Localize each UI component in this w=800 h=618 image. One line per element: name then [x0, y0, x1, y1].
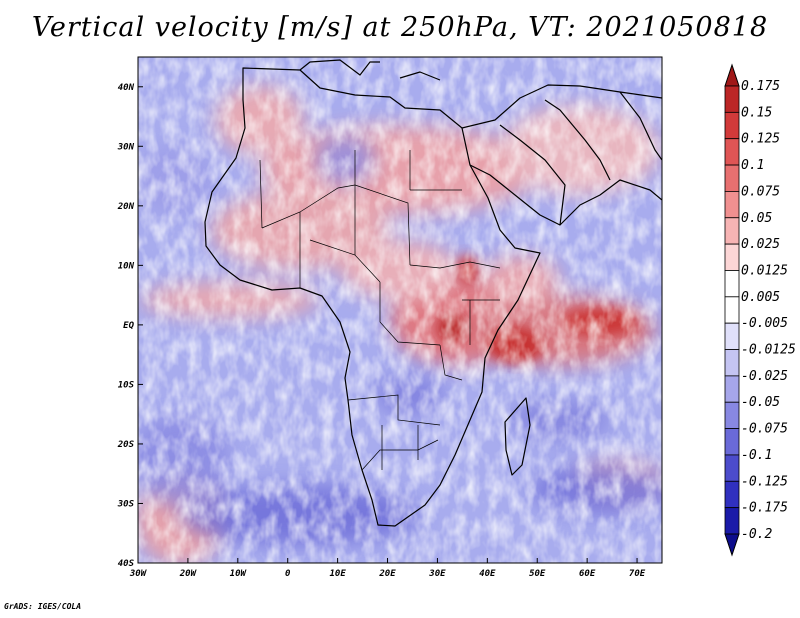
x-axis: 30W 20W 10W 0 10E 20E 30E 40E 50E 60E 70E [129, 558, 646, 579]
colorbar-label: -0.005 [741, 316, 788, 331]
y-axis: 40N 30N 20N 10N EQ 10S 20S 30S 40S [117, 83, 143, 569]
colorbar-label: 0.025 [741, 237, 780, 252]
colorbar-label: -0.0125 [741, 343, 796, 358]
colorbar-bottom-arrow [724, 533, 740, 557]
x-tick-label: 50E [529, 569, 546, 579]
x-tick-label: 30W [129, 569, 148, 579]
colorbar-swatch [724, 164, 740, 192]
colorbar-label: 0.175 [741, 79, 780, 94]
colorbar-label: -0.1 [741, 448, 772, 463]
colorbar-swatch [724, 296, 740, 324]
colorbar-swatch [724, 191, 740, 219]
colorbar-swatch [724, 85, 740, 113]
x-tick-label: 20E [378, 569, 396, 579]
x-tick-label: 70E [629, 569, 646, 579]
vertical-velocity-field [138, 57, 662, 563]
y-tick-label: 30N [117, 142, 135, 152]
x-tick-label: 60E [579, 569, 596, 579]
colorbar-label: -0.175 [741, 501, 788, 516]
colorbar-label: 0.1 [741, 158, 764, 173]
colorbar-label: 0.0125 [741, 263, 788, 278]
y-tick-label: EQ [123, 321, 134, 331]
colorbar-label: -0.05 [741, 395, 780, 410]
colorbar-label: 0.05 [741, 211, 772, 226]
colorbar-swatch [724, 375, 740, 403]
colorbar-label: -0.125 [741, 474, 788, 489]
colorbar-swatch [724, 507, 740, 535]
country-borders [259, 150, 501, 471]
colorbar-swatch [724, 480, 740, 509]
colorbar-swatch [724, 270, 740, 298]
colorbar-swatch [724, 428, 740, 456]
y-tick-label: 30S [117, 499, 135, 509]
colorbar-swatch [724, 138, 740, 166]
map-frame [137, 56, 663, 564]
colorbar-top-arrow [724, 63, 740, 87]
colorbar-label: -0.2 [741, 527, 772, 542]
x-tick-label: 40E [479, 569, 496, 579]
grads-credit: GrADS: IGES/COLA [4, 602, 82, 611]
colorbar-label: -0.025 [741, 369, 788, 384]
colorbar-swatch [724, 349, 740, 377]
x-tick-label: 0 [285, 569, 291, 579]
map-title: Vertical velocity [m/s] at 250hPa, VT: 2… [31, 12, 769, 43]
x-tick-label: 20W [179, 569, 198, 579]
colorbar-swatch [724, 217, 740, 245]
y-tick-label: 10S [118, 380, 135, 390]
y-tick-label: 40N [118, 83, 135, 93]
colorbar-label: 0.125 [741, 132, 780, 147]
colorbar-swatch [724, 454, 740, 482]
x-tick-label: 10W [230, 569, 248, 579]
colorbar-swatch [724, 243, 740, 271]
y-tick-label: 10N [118, 261, 135, 271]
y-tick-label: 40S [118, 559, 135, 569]
colorbar-label: 0.075 [741, 184, 780, 199]
y-tick-label: 20S [117, 440, 135, 450]
colorbar-swatch [724, 401, 740, 429]
colorbar-swatch [724, 322, 740, 350]
colorbar-label: 0.005 [741, 290, 780, 305]
colorbar-swatch [724, 111, 740, 140]
colorbar-label: -0.075 [741, 422, 788, 437]
colorbar: 0.175 0.15 0.125 0.1 0.075 0.05 0.025 0.0125 0.0… [724, 63, 796, 557]
x-tick-label: 10E [329, 569, 346, 579]
x-tick-label: 30E [428, 569, 446, 579]
y-tick-label: 20N [117, 202, 135, 212]
coastlines [204, 59, 662, 527]
colorbar-label: 0.15 [741, 105, 772, 120]
